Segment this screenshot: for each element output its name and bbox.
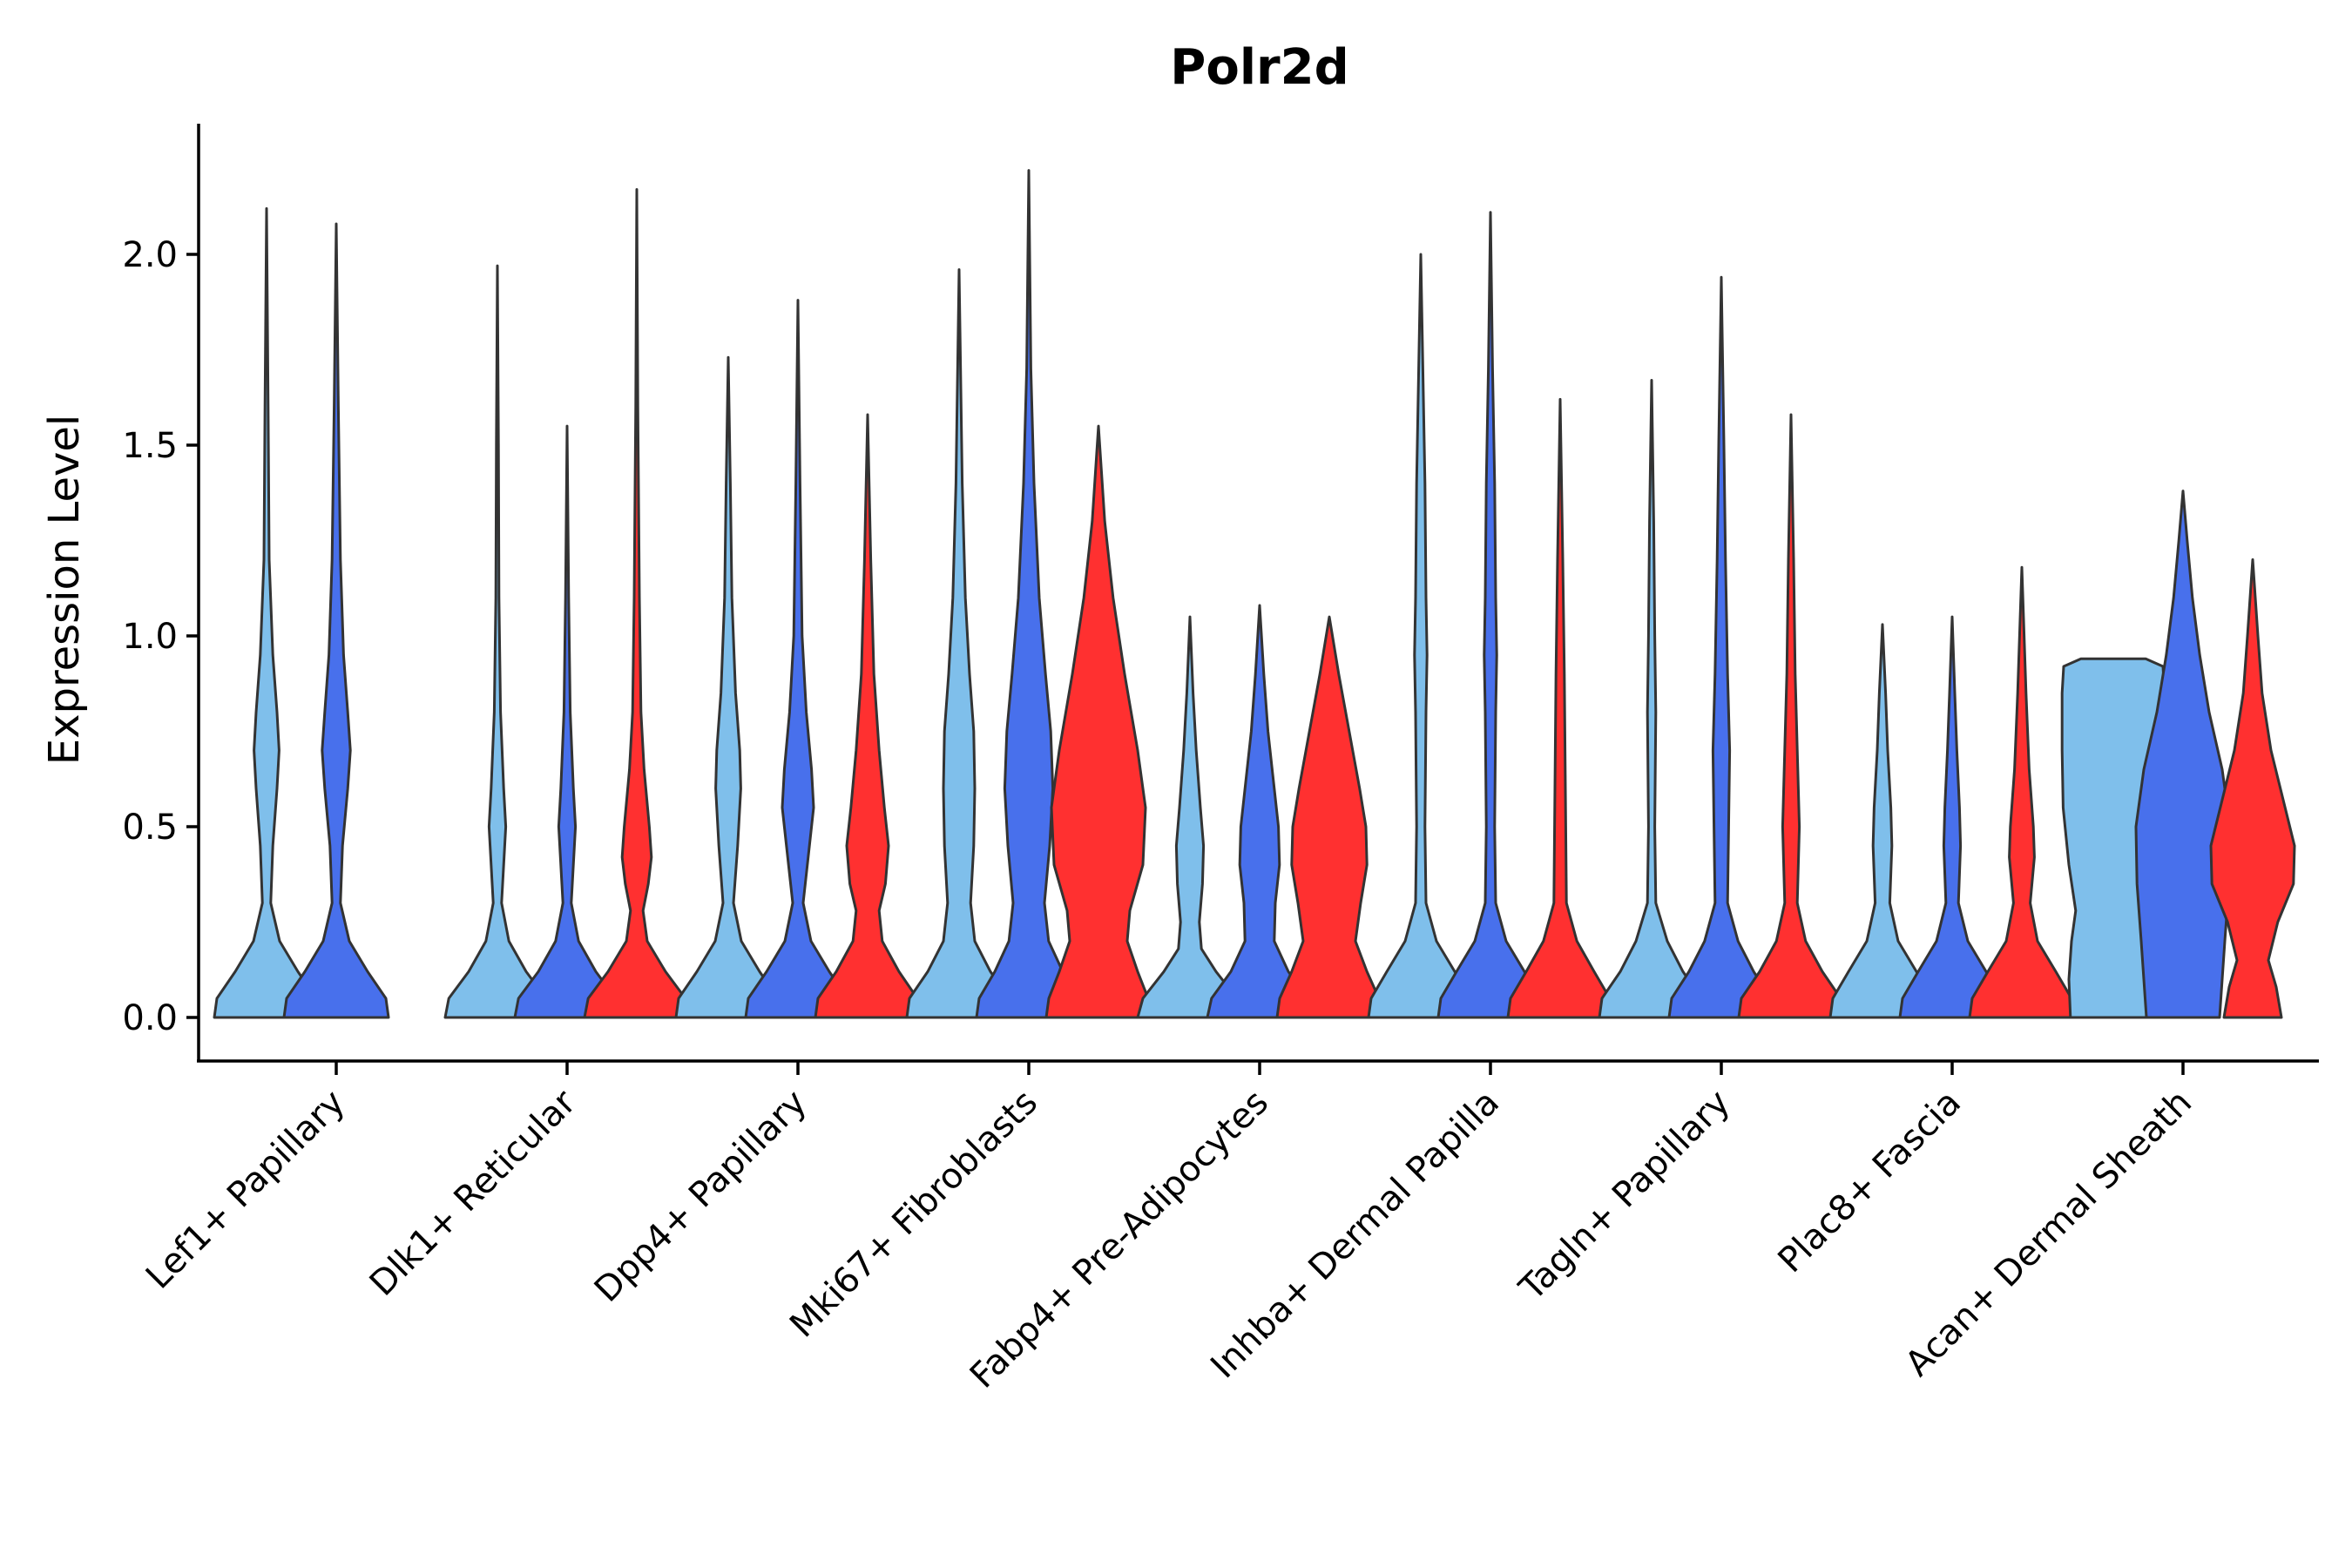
x-axis-ticks: Lef1+ Papillary Dlk1+ Reticular Dpp4+ Papi… — [139, 1061, 2200, 1396]
y-tick-label: 1.0 — [122, 617, 178, 657]
violin-fabp4-pre-adipocytes-s2 — [1206, 604, 1314, 1019]
y-tick-label: 2.0 — [122, 235, 178, 275]
violin-fabp4-pre-adipocytes-s1 — [1136, 615, 1244, 1019]
y-axis-label: Expression Level — [40, 415, 89, 766]
violin-plac8-fascia-s2 — [1898, 615, 2006, 1019]
violin-dlk1-reticular-s1 — [443, 264, 551, 1019]
x-tick-label: Tagln+ Papillary — [1511, 1083, 1738, 1309]
violin-dpp4-papillary-s2 — [744, 299, 852, 1019]
y-axis-ticks: 0.0 0.5 1.0 1.5 2.0 — [122, 235, 199, 1038]
violin-tagln-papillary-s1 — [1598, 379, 1706, 1019]
violin-inhba-dermal-papilla-s1 — [1367, 253, 1475, 1019]
violin-mki67-fibroblasts-s2 — [975, 169, 1083, 1019]
x-tick-label: Mki67+ Fibroblasts — [782, 1083, 1045, 1346]
violin-inhba-dermal-papilla-s2 — [1436, 211, 1544, 1019]
violin-mki67-fibroblasts-s1 — [905, 268, 1013, 1019]
violin-mki67-fibroblasts-s3 — [1044, 424, 1152, 1019]
y-tick-label: 0.0 — [122, 998, 178, 1038]
x-tick-label: Lef1+ Papillary — [139, 1083, 353, 1297]
violin-dlk1-reticular-s3 — [583, 188, 691, 1019]
violin-lef1-papillary-s2 — [282, 222, 390, 1019]
x-tick-label: Dpp4+ Papillary — [587, 1083, 814, 1310]
y-tick-label: 0.5 — [122, 808, 178, 848]
y-tick-label: 1.5 — [122, 426, 178, 466]
x-tick-label: Dlk1+ Reticular — [362, 1082, 585, 1304]
violin-dpp4-papillary-s3 — [814, 413, 922, 1019]
chart-title: Polr2d — [1170, 39, 1348, 96]
violin-fabp4-pre-adipocytes-s3 — [1275, 615, 1383, 1019]
violin-dlk1-reticular-s2 — [513, 424, 621, 1019]
x-tick-label: Plac8+ Fascia — [1771, 1083, 1970, 1281]
violin-tagln-papillary-s3 — [1737, 413, 1845, 1019]
violin-dpp4-papillary-s1 — [674, 355, 782, 1019]
violin-lef1-papillary-s1 — [213, 206, 321, 1019]
violin-plac8-fascia-s1 — [1828, 623, 1936, 1019]
violin-acan-dermal-sheath-s3 — [2209, 558, 2296, 1019]
violin-tagln-papillary-s2 — [1667, 275, 1775, 1019]
violin-plac8-fascia-s3 — [1968, 565, 2076, 1019]
violin-acan-dermal-sheath-s2 — [2134, 490, 2232, 1019]
violin-inhba-dermal-papilla-s3 — [1506, 397, 1614, 1019]
violin-group — [213, 169, 2296, 1019]
